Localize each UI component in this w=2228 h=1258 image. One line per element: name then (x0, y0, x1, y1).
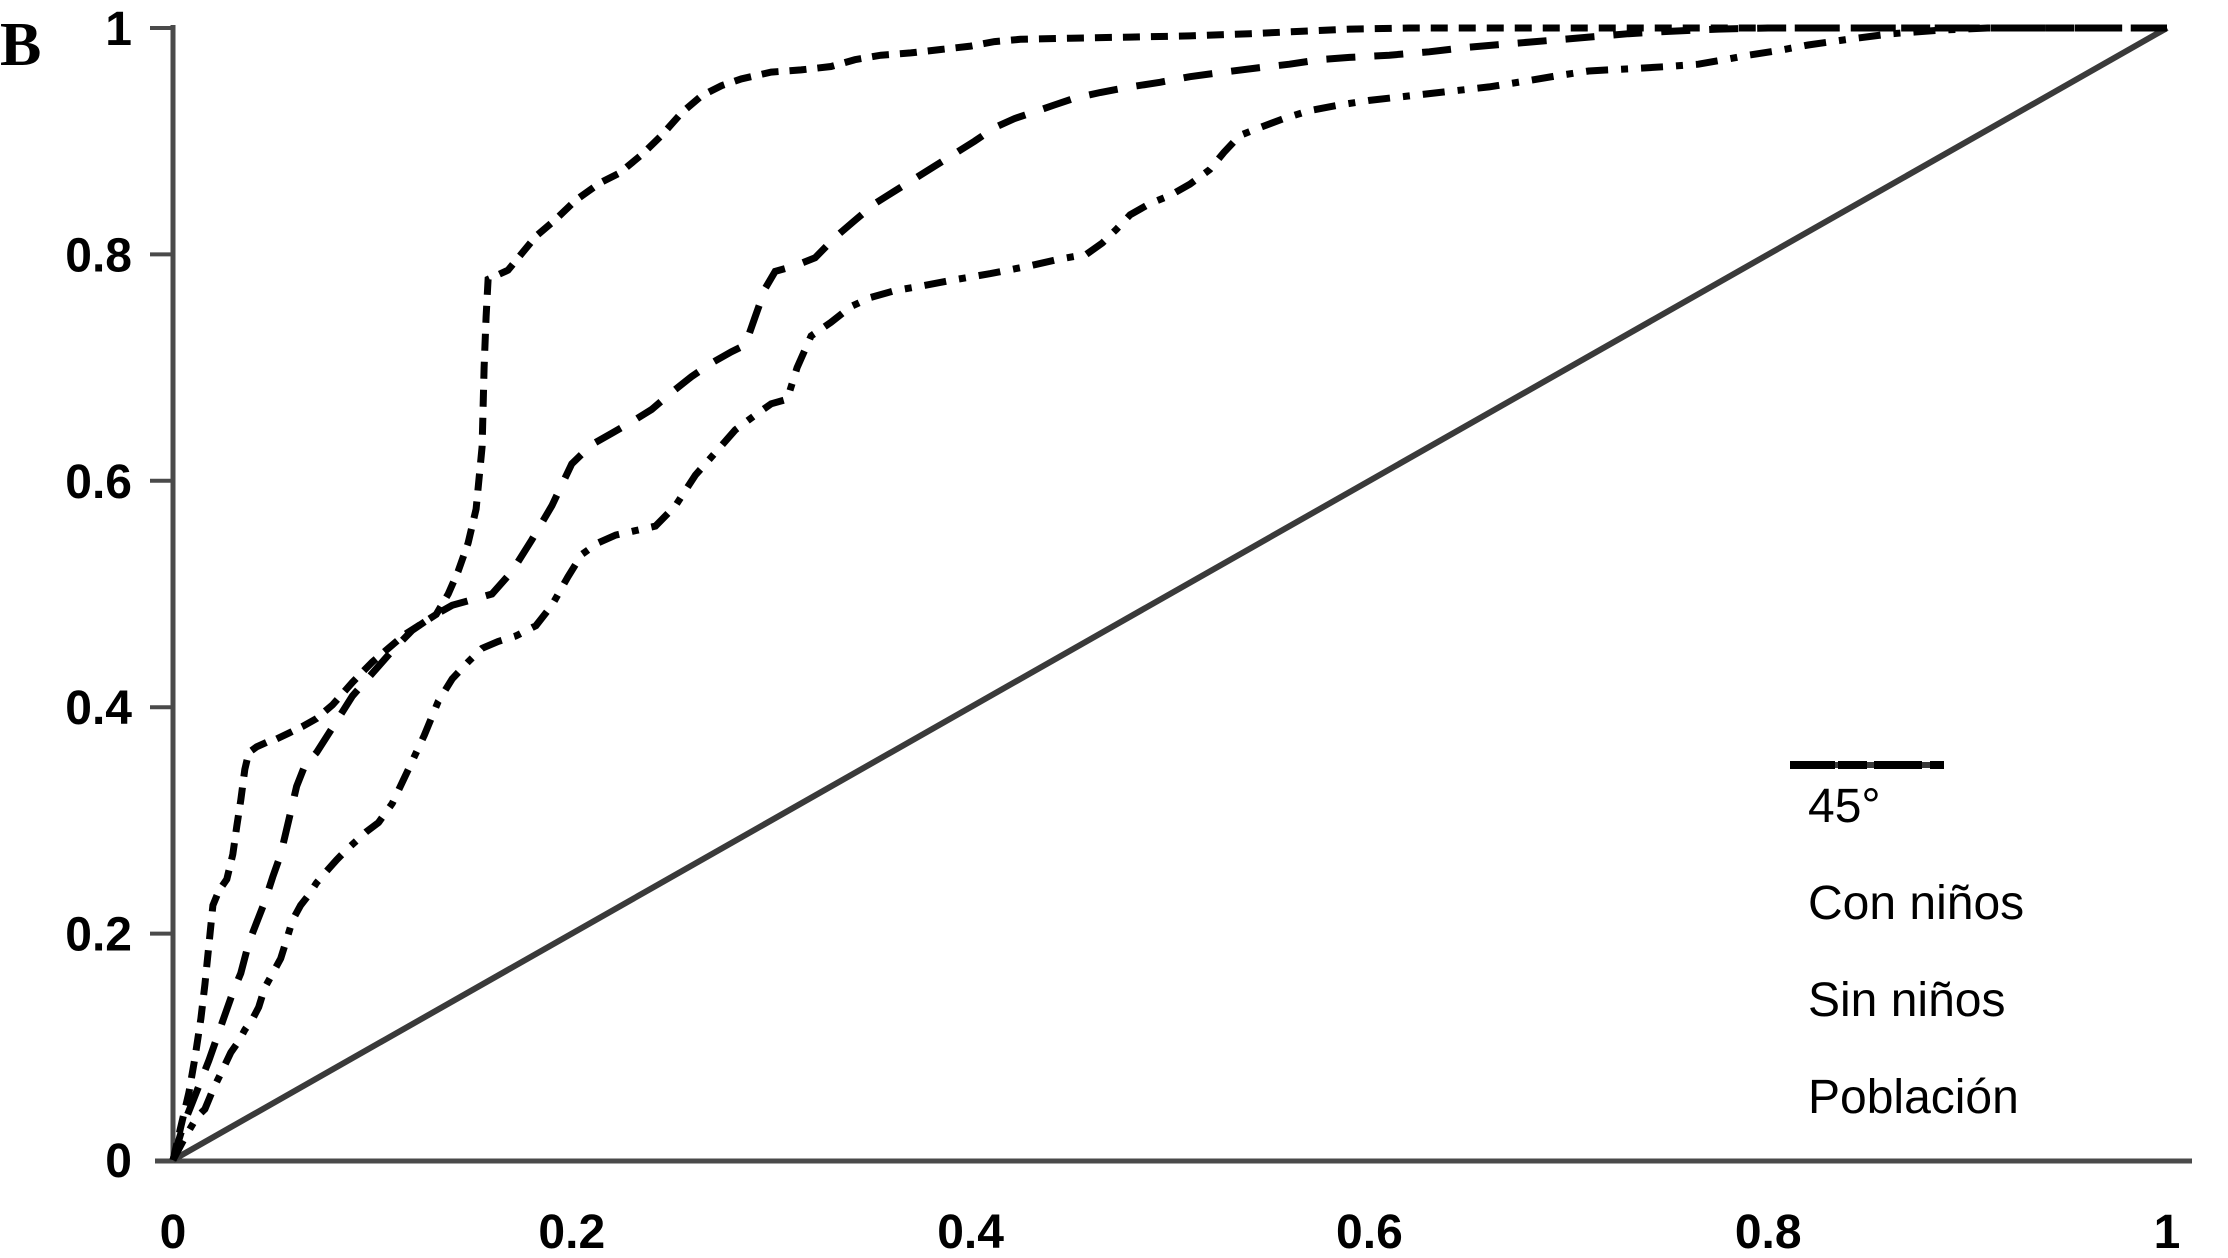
tick-marks (150, 26, 172, 936)
legend-item-con-ninos: Con niños (1788, 761, 2025, 952)
fine-dash-line-icon (1790, 761, 1944, 769)
axes (155, 25, 2192, 1164)
y-tick-label: 0.6 (65, 456, 132, 509)
curves (169, 24, 2169, 1163)
series-line-1 (169, 24, 2167, 1162)
long-dash-line-icon (1790, 761, 1944, 769)
x-tick-label: 0 (160, 1206, 187, 1258)
y-tick-label: 0.8 (65, 229, 132, 282)
y-tick-label: 0.4 (65, 682, 132, 735)
series-line-2 (169, 24, 2167, 1161)
panel-label: B (0, 11, 42, 79)
x-tick-label: 0.8 (1735, 1206, 1802, 1258)
series-line-3 (169, 24, 2167, 1161)
legend-label: 45° (1808, 780, 1881, 833)
legend-item-poblacion: Población (1788, 761, 2024, 1146)
x-tick-label: 1 (2154, 1206, 2181, 1258)
legend: 45° Con niños Sin niños Población (1788, 758, 2024, 1146)
y-tick-label: 0 (105, 1135, 132, 1188)
legend-label: Población (1808, 1071, 2019, 1124)
y-tick-label: 1 (105, 3, 132, 56)
legend-label: Sin niños (1808, 974, 2006, 1027)
x-tick-label: 0.6 (1336, 1206, 1403, 1258)
legend-item-45deg: 45° (1788, 758, 2024, 855)
legend-item-sin-ninos: Sin niños (1788, 761, 2024, 1049)
y-tick-label: 0.2 (65, 909, 132, 962)
legend-label: Con niños (1808, 877, 2025, 930)
x-tick-label: 0.2 (538, 1206, 605, 1258)
series-line-0 (171, 25, 2169, 1163)
x-tick-label: 0.4 (937, 1206, 1004, 1258)
tick-labels: 0 0.2 0.4 0.6 0.8 1 0 0.2 0.4 0.6 0.8 1 (65, 3, 2180, 1258)
